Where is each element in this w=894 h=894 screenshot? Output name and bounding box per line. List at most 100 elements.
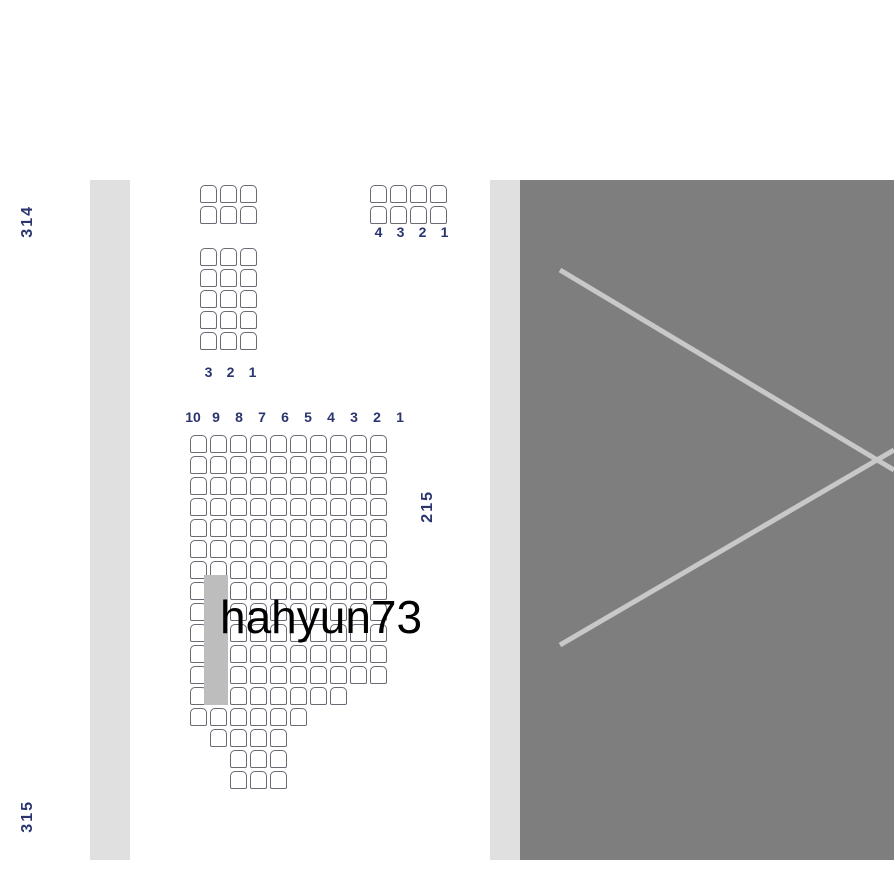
seat[interactable]	[310, 519, 327, 537]
seat[interactable]	[390, 206, 407, 224]
seat[interactable]	[310, 645, 327, 663]
seat[interactable]	[350, 540, 367, 558]
seat[interactable]	[330, 477, 347, 495]
seat[interactable]	[230, 477, 247, 495]
seat[interactable]	[310, 540, 327, 558]
seat[interactable]	[370, 477, 387, 495]
seat[interactable]	[370, 185, 387, 203]
seat[interactable]	[190, 477, 207, 495]
seat[interactable]	[290, 666, 307, 684]
seat[interactable]	[330, 645, 347, 663]
seat[interactable]	[230, 729, 247, 747]
seat[interactable]	[250, 561, 267, 579]
seat[interactable]	[270, 540, 287, 558]
seat[interactable]	[250, 771, 267, 789]
seat[interactable]	[230, 750, 247, 768]
seat[interactable]	[230, 561, 247, 579]
seat[interactable]	[330, 456, 347, 474]
seat[interactable]	[240, 206, 257, 224]
seat[interactable]	[270, 645, 287, 663]
seat[interactable]	[190, 540, 207, 558]
seat[interactable]	[220, 290, 237, 308]
seat[interactable]	[290, 561, 307, 579]
seat[interactable]	[270, 456, 287, 474]
seat[interactable]	[220, 269, 237, 287]
seat[interactable]	[250, 729, 267, 747]
seat[interactable]	[310, 687, 327, 705]
seat[interactable]	[370, 456, 387, 474]
seat[interactable]	[240, 269, 257, 287]
seat[interactable]	[230, 771, 247, 789]
seat[interactable]	[220, 206, 237, 224]
seat[interactable]	[250, 498, 267, 516]
seat[interactable]	[270, 771, 287, 789]
seat[interactable]	[240, 248, 257, 266]
seat[interactable]	[230, 645, 247, 663]
seat[interactable]	[220, 248, 237, 266]
seat[interactable]	[350, 561, 367, 579]
seat[interactable]	[370, 498, 387, 516]
seat[interactable]	[350, 645, 367, 663]
seat[interactable]	[210, 729, 227, 747]
seat[interactable]	[290, 540, 307, 558]
seat[interactable]	[370, 206, 387, 224]
seat[interactable]	[190, 456, 207, 474]
seat[interactable]	[250, 519, 267, 537]
seat[interactable]	[330, 540, 347, 558]
seat[interactable]	[430, 185, 447, 203]
seat[interactable]	[290, 519, 307, 537]
seat[interactable]	[270, 477, 287, 495]
seat[interactable]	[200, 248, 217, 266]
seat[interactable]	[310, 561, 327, 579]
seat[interactable]	[350, 498, 367, 516]
seat[interactable]	[330, 498, 347, 516]
seat[interactable]	[290, 477, 307, 495]
seat[interactable]	[350, 477, 367, 495]
seat[interactable]	[370, 540, 387, 558]
seat[interactable]	[310, 435, 327, 453]
seat[interactable]	[250, 645, 267, 663]
seat[interactable]	[220, 332, 237, 350]
seat[interactable]	[210, 519, 227, 537]
seat[interactable]	[270, 666, 287, 684]
seat[interactable]	[270, 519, 287, 537]
seat[interactable]	[330, 666, 347, 684]
seat[interactable]	[230, 498, 247, 516]
seat[interactable]	[230, 435, 247, 453]
seat[interactable]	[230, 708, 247, 726]
seat[interactable]	[190, 708, 207, 726]
seat[interactable]	[330, 687, 347, 705]
seat[interactable]	[270, 561, 287, 579]
seat[interactable]	[240, 185, 257, 203]
seat[interactable]	[290, 456, 307, 474]
seat[interactable]	[330, 519, 347, 537]
seat[interactable]	[200, 311, 217, 329]
seat[interactable]	[250, 687, 267, 705]
seat[interactable]	[230, 456, 247, 474]
seat[interactable]	[370, 645, 387, 663]
seat[interactable]	[230, 666, 247, 684]
seat[interactable]	[200, 185, 217, 203]
seat[interactable]	[250, 708, 267, 726]
seat[interactable]	[210, 477, 227, 495]
seat[interactable]	[200, 290, 217, 308]
seat[interactable]	[370, 435, 387, 453]
seat[interactable]	[200, 332, 217, 350]
seat[interactable]	[210, 435, 227, 453]
seat[interactable]	[230, 540, 247, 558]
seat[interactable]	[230, 687, 247, 705]
seat[interactable]	[290, 645, 307, 663]
seat[interactable]	[350, 435, 367, 453]
seat[interactable]	[350, 456, 367, 474]
seat[interactable]	[240, 290, 257, 308]
seat[interactable]	[210, 540, 227, 558]
seat[interactable]	[220, 311, 237, 329]
seat[interactable]	[220, 185, 237, 203]
seat[interactable]	[210, 708, 227, 726]
seat[interactable]	[190, 519, 207, 537]
seat[interactable]	[270, 498, 287, 516]
seat[interactable]	[390, 185, 407, 203]
seat[interactable]	[310, 498, 327, 516]
seat[interactable]	[370, 519, 387, 537]
seat[interactable]	[230, 519, 247, 537]
